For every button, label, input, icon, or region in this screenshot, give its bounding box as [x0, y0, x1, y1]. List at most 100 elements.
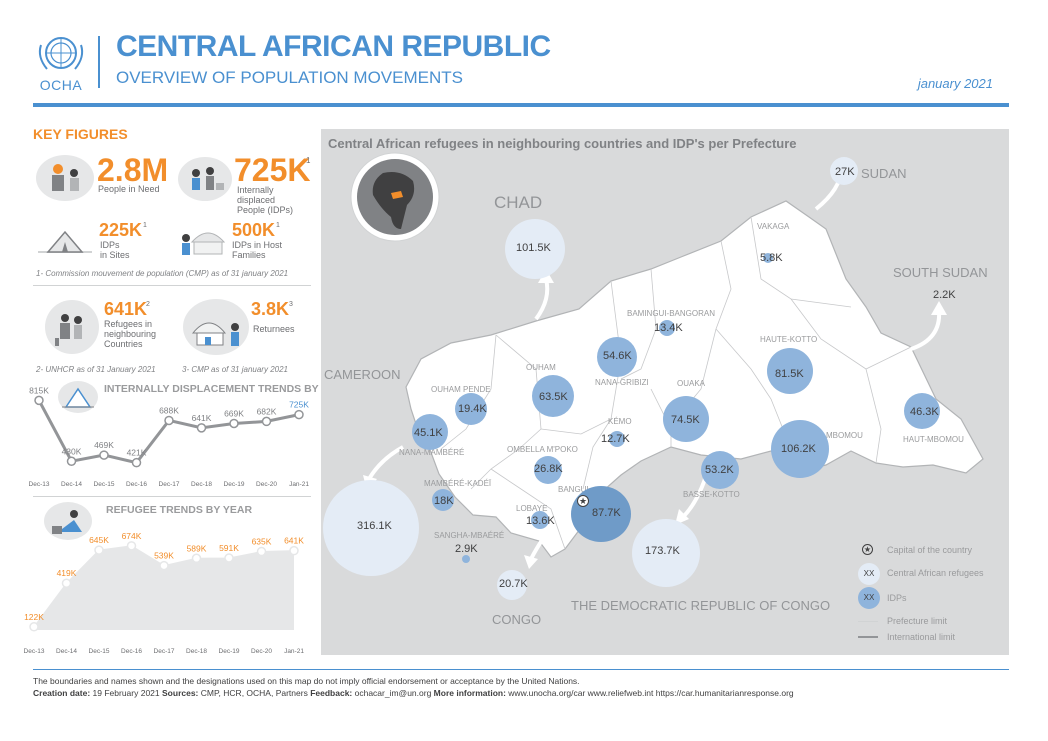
trend-value-label: 589K: [187, 543, 207, 553]
disclaimer: The boundaries and names shown and the d…: [33, 676, 580, 686]
refugees-value: 641K: [104, 299, 148, 319]
trend-value-label: 645K: [89, 535, 109, 545]
trend-point: [229, 418, 239, 429]
refugee-bubble-drc: [632, 519, 700, 587]
pref-vakaga: VAKAGA: [757, 222, 790, 231]
idps-host-value: 500K: [232, 220, 276, 240]
idp-bubble-ombella: [534, 456, 562, 484]
trend-point: [256, 546, 267, 557]
trend-category-label: Dec-14: [56, 648, 77, 655]
trend-value-label: 674K: [122, 531, 142, 541]
trend-point: [294, 409, 304, 420]
idp-value-bangui: 87.7K: [592, 507, 621, 519]
idp-bubble-basse-kotto: [701, 451, 739, 489]
pref-nana-gribizi: NANA-GRIBIZI: [595, 378, 649, 387]
idp-trend-title: INTERNALLY DISPLACEMENT TRENDS BY YEAR: [104, 383, 351, 395]
idp-bubble-nana-gribizi: [597, 337, 637, 377]
idp-bubble-ouaka: [663, 396, 709, 442]
trend-point: [99, 450, 109, 460]
trend-point: [196, 423, 207, 433]
idp-value-ouham-pende: 19.4K: [458, 403, 487, 415]
trend-point: [34, 395, 44, 406]
note-cmp-returnees: 3- CMP as of 31 january 2021: [182, 365, 288, 374]
idp-value-lobaye: 13.6K: [526, 515, 555, 527]
legend-capital-icon: ★: [862, 544, 873, 555]
refugee-bubble-congo: [497, 570, 527, 600]
pref-kemo: KÉMO: [608, 417, 632, 426]
legend-idp-label: IDPs: [887, 593, 907, 603]
legend-refugee-swatch: XX: [858, 563, 880, 585]
pref-mbomou: MBOMOU: [826, 431, 863, 440]
note-cmp: 1- Commission mouvement de population (C…: [36, 269, 289, 278]
returnees-sup: 3: [289, 301, 293, 308]
idp-value-kemo: 12.7K: [601, 433, 630, 445]
idp-bubble-vakaga: [763, 253, 773, 263]
idp-bubble-haute-kotto: [767, 348, 813, 394]
note-unhcr: 2- UNHCR as of 31 January 2021: [36, 365, 156, 374]
trend-point: [94, 545, 104, 555]
host-family-hut-icon: [178, 220, 230, 260]
idp-value-basse-kotto: 53.2K: [705, 464, 734, 476]
trend-category-label: Dec-13: [29, 481, 50, 488]
refugees-sup: 2: [146, 301, 150, 308]
trend-category-label: Dec-15: [94, 481, 115, 488]
trend-value-label: 815K: [29, 386, 49, 395]
refugee-bubble-sudan: [830, 157, 858, 185]
idps-in-sites-value: 225K: [99, 220, 143, 240]
people-in-need-icon: [36, 155, 94, 201]
pref-ouham-pende: OUHAM PENDE: [431, 385, 491, 394]
country-sudan: SUDAN: [861, 166, 907, 181]
trend-point: [29, 622, 39, 632]
pref-basse-kotto: BASSE-KOTTO: [683, 490, 740, 499]
refugee-value-drc: 173.7K: [645, 545, 680, 557]
refugee-trend-icon: [44, 502, 92, 540]
trend-value-label: 591K: [219, 543, 239, 553]
pref-haute-kotto: HAUTE-KOTTO: [760, 335, 818, 344]
idps-host-label: IDPs in Host Families: [232, 240, 283, 260]
pref-ombella: OMBELLA M'POKO: [507, 445, 578, 454]
map-title: Central African refugees in neighbouring…: [328, 136, 797, 151]
idp-value-ombella: 26.8K: [534, 463, 563, 475]
pref-sangha: SANGHA-MBAÉRÉ: [434, 531, 505, 540]
trend-value-label: 688K: [159, 405, 179, 415]
idp-value-mbomou: 106.2K: [781, 443, 816, 455]
idp-bubble-mbomou: [771, 420, 829, 478]
idp-bubble-ouham: [532, 375, 574, 417]
bottom-rule: [33, 669, 1009, 670]
legend-international-line: [858, 636, 878, 638]
trend-value-label: 635K: [252, 537, 272, 547]
key-figures-title: KEY FIGURES: [33, 126, 128, 142]
legend-capital-label: Capital of the country: [887, 545, 973, 555]
trend-category-label: Dec-18: [186, 648, 207, 655]
idp-trend-chart: 815K Dec-13 430K Dec-14 469K Dec-15 421K Dec-16…: [29, 386, 310, 488]
trend-category-label: Dec-17: [159, 481, 180, 488]
trend-category-label: Jan-21: [289, 481, 309, 488]
country-cameroon: CAMEROON: [324, 367, 401, 382]
key-figures-separator: [33, 285, 311, 286]
pref-ouham: OUHAM: [526, 363, 556, 372]
pref-bamingui: BAMINGUI-BANGORAN: [627, 309, 716, 318]
footer-credits: Creation date: 19 February 2021 Sources:…: [33, 688, 794, 698]
refugee-bubble-cameroon: [323, 480, 419, 576]
idp-bubble-lobaye: [531, 511, 549, 529]
trend-category-label: Dec-16: [121, 648, 142, 655]
idps-label: Internally displaced People (IDPs): [237, 185, 294, 215]
header-divider: [98, 36, 100, 88]
refugee-value-south-sudan: 2.2K: [933, 289, 956, 301]
logo-text: OCHA: [39, 77, 83, 93]
trend-area: [34, 545, 294, 630]
legend-international-label: International limit: [887, 632, 956, 642]
idp-bubble-kemo: [609, 431, 625, 447]
idps-in-sites-sup: 1: [143, 222, 147, 229]
trend-point: [131, 457, 142, 468]
country-drc: THE DEMOCRATIC REPUBLIC OF CONGO: [571, 598, 831, 613]
returnees-icon: [183, 299, 249, 355]
pref-mambere-kadei: MAMBÉRÉ-KADÉÏ: [424, 479, 492, 488]
trend-value-label: 641K: [192, 413, 212, 423]
trend-value-label: 430K: [62, 446, 82, 456]
pref-lobaye: LOBAYE: [516, 504, 548, 513]
idp-value-ouaka: 74.5K: [671, 414, 700, 426]
idps-icon: [178, 157, 232, 201]
pref-nana-mambere: NANA-MAMBÉRÉ: [399, 448, 465, 457]
idp-value-ouham: 63.5K: [539, 391, 568, 403]
